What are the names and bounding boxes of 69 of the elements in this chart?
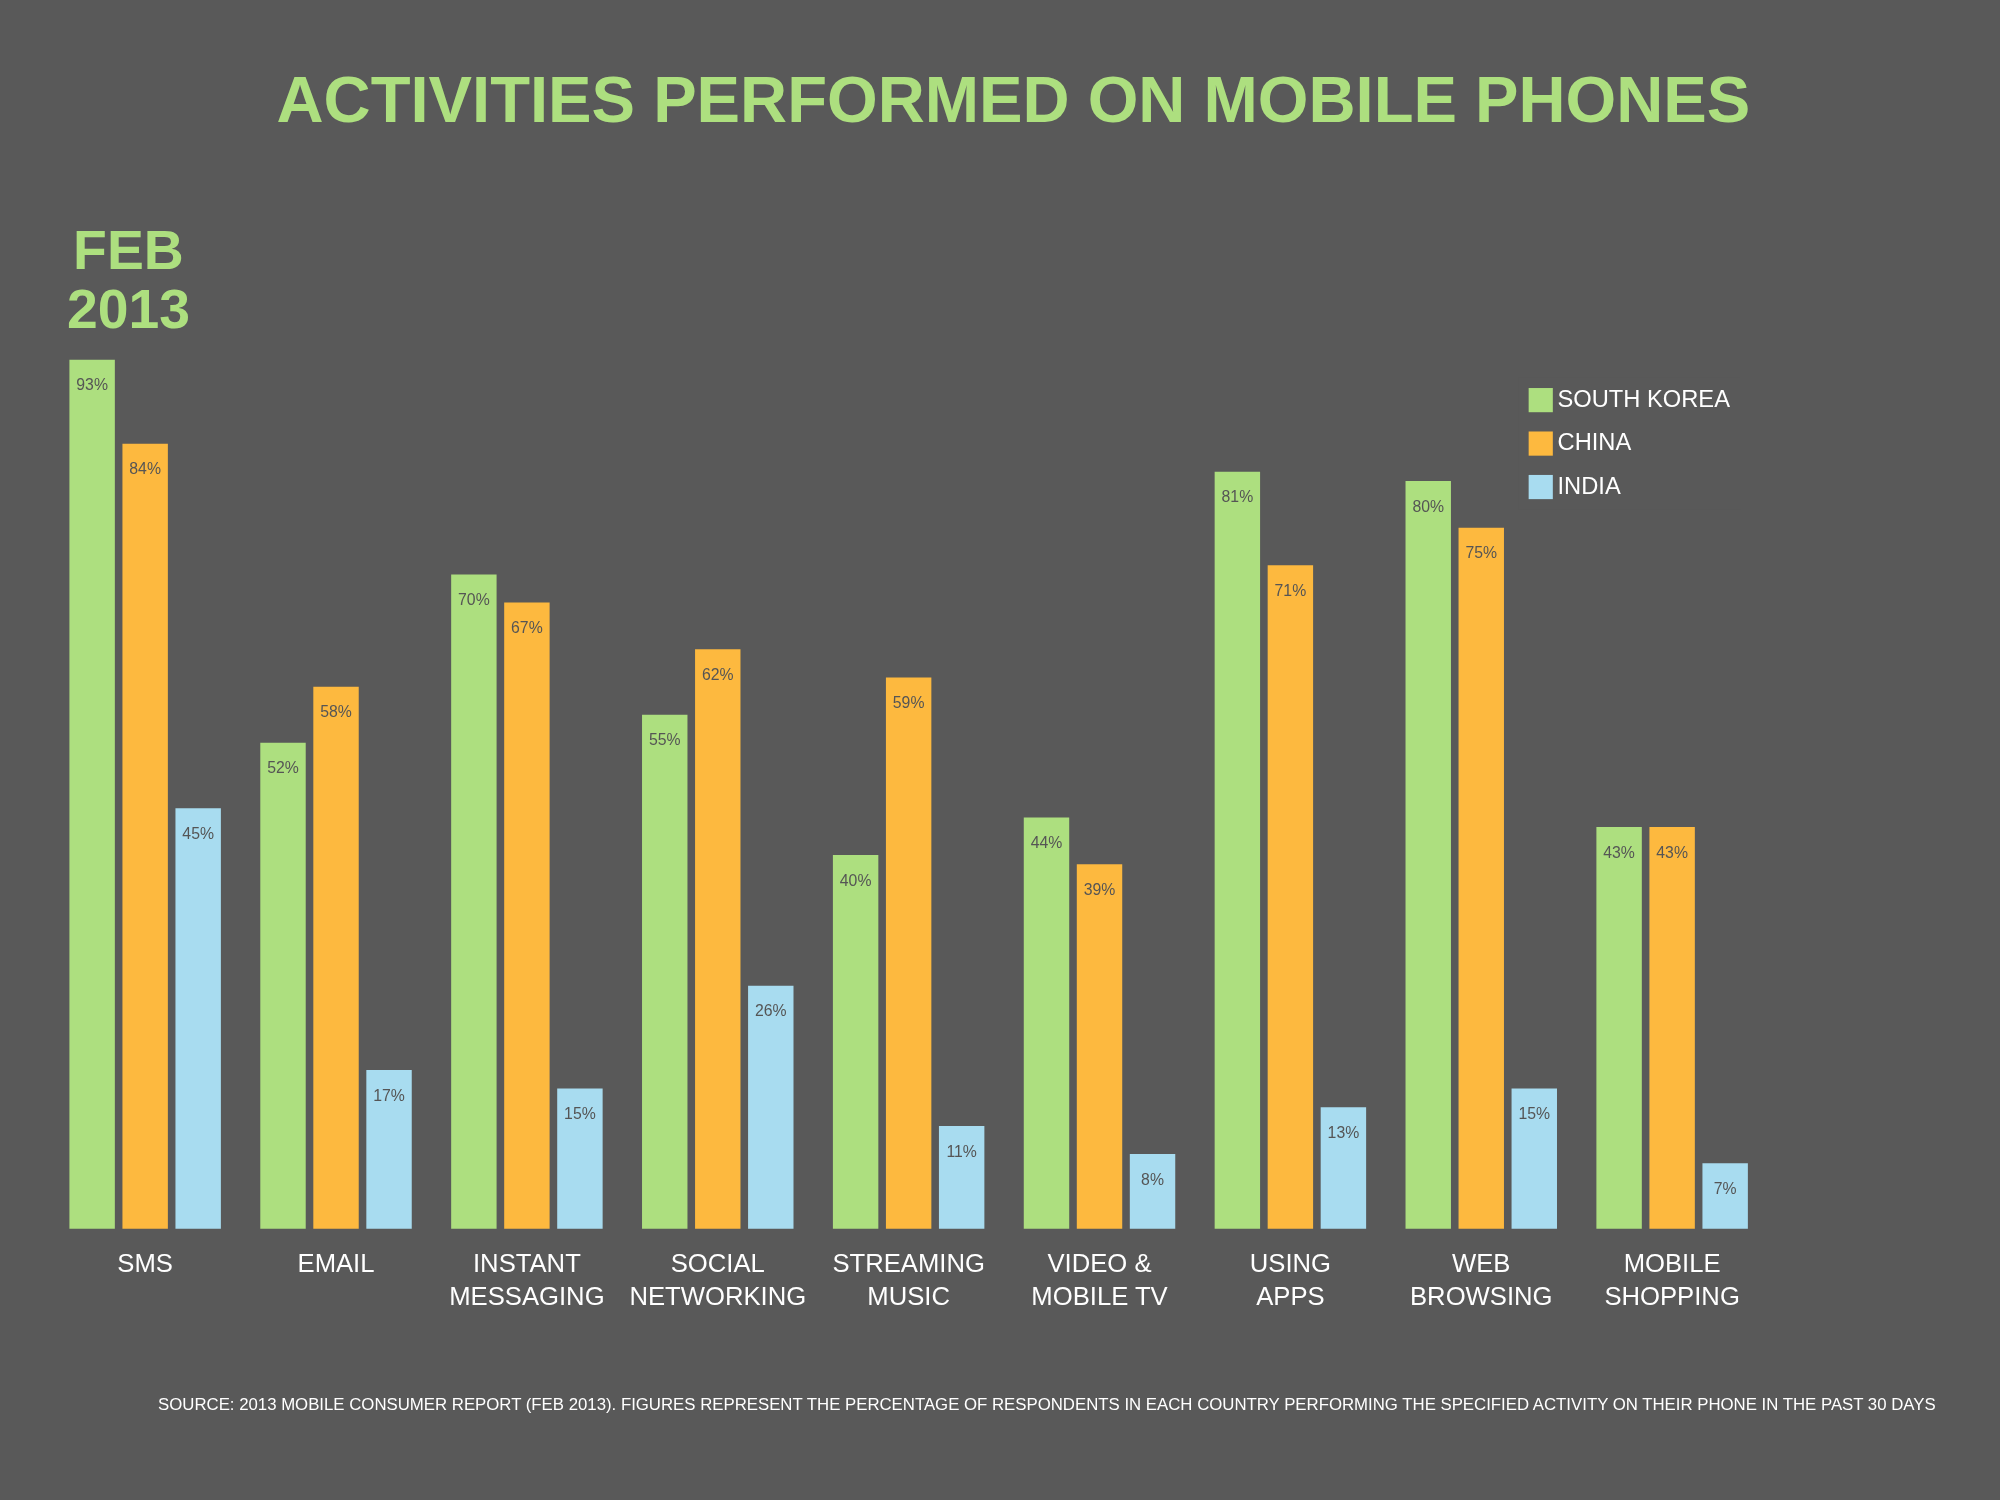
x-tick-label: MOBILE SHOPPING: [1604, 1248, 1740, 1311]
bar: [1214, 471, 1261, 1229]
bar: [748, 985, 794, 1229]
bar: [557, 1088, 603, 1229]
text: FEB 2013: [66, 218, 190, 341]
bar: [832, 854, 879, 1229]
bar: [642, 714, 688, 1229]
bar: [1702, 1163, 1748, 1229]
bar: [366, 1069, 412, 1229]
data-label: 8%: [1141, 1170, 1164, 1188]
data-label: 15%: [1518, 1105, 1551, 1123]
x-tick-label: SMS: [117, 1248, 173, 1277]
data-label: 84%: [129, 460, 161, 478]
data-label: 15%: [564, 1105, 596, 1123]
source-note: SOURCE: 2013 MOBILE CONSUMER REPORT (FEB 2013). FIGURES REPRESENT THE PERCENTAGE OF RESPONDENTS IN EACH COUNTRY PERFORMING THE SPECIFIED ACTIVITY ON THEIR PHONE IN THE PAST 30 DAYS: [158, 1394, 1936, 1414]
bar: [1649, 826, 1695, 1229]
data-label: 26%: [754, 1002, 787, 1020]
bar: [695, 649, 741, 1229]
bar: [1596, 826, 1642, 1229]
data-label: 58%: [320, 703, 352, 721]
data-label: 75%: [1465, 544, 1498, 562]
data-label: 45%: [182, 824, 214, 842]
bar: [1405, 481, 1451, 1229]
data-label: 43%: [1603, 843, 1635, 861]
legend-label: CHINA: [1557, 429, 1632, 456]
x-tick-label: WEB BROWSING: [1409, 1248, 1553, 1311]
x-tick-label: STREAMING MUSIC: [832, 1248, 985, 1311]
data-label: 43%: [1656, 843, 1688, 861]
x-tick-label: SOCIAL NETWORKING: [629, 1248, 807, 1311]
data-label: 39%: [1083, 880, 1116, 898]
bar: [504, 602, 550, 1229]
bar: [1076, 864, 1123, 1229]
bar: [1320, 1107, 1367, 1229]
data-label: 93%: [76, 376, 108, 394]
bar: [175, 808, 221, 1229]
bar: [1023, 817, 1070, 1229]
data-label: 62%: [701, 665, 734, 683]
bar: [313, 686, 359, 1229]
x-tick-label: INSTANT MESSAGING: [449, 1248, 605, 1311]
bar: [1129, 1154, 1176, 1229]
data-label: 70%: [458, 591, 490, 609]
bar: [122, 443, 168, 1229]
legend-label: INDIA: [1557, 472, 1621, 499]
legend-label: SOUTH KOREA: [1557, 386, 1731, 413]
bar: [451, 574, 497, 1229]
data-label: 59%: [892, 694, 925, 711]
data-label: 55%: [648, 731, 681, 749]
bar: [69, 359, 115, 1229]
data-label: 17%: [373, 1086, 405, 1104]
data-label: 71%: [1274, 581, 1307, 599]
bar: [938, 1125, 985, 1229]
bar: [1458, 527, 1504, 1229]
data-label: 80%: [1412, 497, 1445, 515]
data-label: 13%: [1327, 1123, 1360, 1141]
x-tick-label: VIDEO & MOBILE TV: [1031, 1248, 1168, 1311]
x-tick-label: USING APPS: [1249, 1248, 1332, 1311]
data-label: 40%: [839, 871, 872, 889]
bar: [885, 677, 932, 1229]
bar: [260, 742, 306, 1229]
data-label: 81%: [1221, 488, 1254, 506]
data-label: 44%: [1030, 834, 1063, 852]
chart-title: ACTIVITIES PERFORMED ON MOBILE PHONES: [276, 62, 1751, 136]
data-label: 52%: [267, 759, 299, 777]
bar: [1267, 565, 1314, 1229]
bar: [1511, 1088, 1557, 1229]
data-label: 11%: [946, 1142, 977, 1160]
data-label: 7%: [1713, 1179, 1737, 1197]
data-label: 67%: [511, 619, 543, 637]
x-tick-label: EMAIL: [297, 1248, 375, 1277]
